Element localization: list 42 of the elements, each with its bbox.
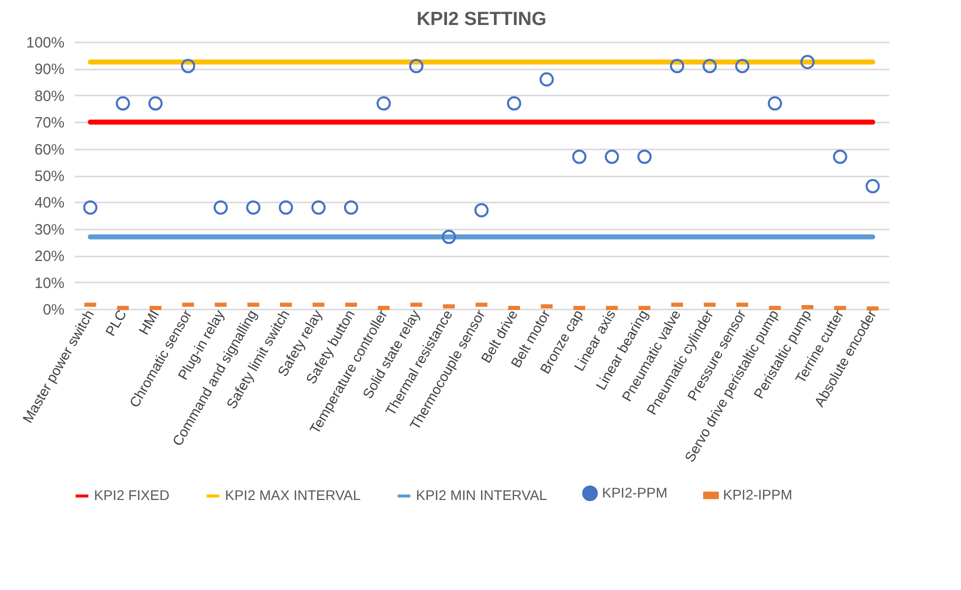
point [540,72,554,86]
point [344,200,358,215]
point [832,150,848,164]
legend-label: KPI2 FIXED [94,487,170,503]
legend-label: KPI2-PPM [602,484,668,500]
point [442,230,456,244]
y-tick-label: 20% [34,248,64,266]
legend-label: KPI2 MIN INTERVAL [416,487,548,503]
y-tick-label: 60% [34,141,64,158]
point [506,96,522,111]
y-tick-label: 0% [42,302,64,318]
point [702,58,717,74]
legend-label: KPI2 MAX INTERVAL [225,487,361,503]
y-tick-label: 80% [34,88,64,105]
point [670,58,684,74]
y-tick-label: 70% [34,114,64,132]
point [180,58,196,74]
point [768,96,782,111]
point [214,200,228,215]
legend-label: KPI2-IPPM [723,486,792,502]
chart-title: KPI2 SETTING [416,9,546,30]
y-tick-label: 50% [34,168,64,185]
point [148,96,163,111]
y-tick-label: 10% [34,274,64,292]
point [604,150,620,164]
point [376,96,391,111]
y-tick-label: 30% [34,221,64,238]
point [572,150,586,164]
point [735,58,750,74]
point [278,200,294,215]
y-tick-label: 40% [34,194,64,212]
point [246,200,260,215]
point [83,200,98,215]
point [866,179,880,194]
point [474,203,489,218]
y-tick-label: 90% [34,61,64,78]
point [116,96,130,111]
point [637,150,652,164]
point [311,200,326,215]
point [800,54,815,70]
y-tick-label: 100% [26,34,64,52]
point [409,58,424,74]
